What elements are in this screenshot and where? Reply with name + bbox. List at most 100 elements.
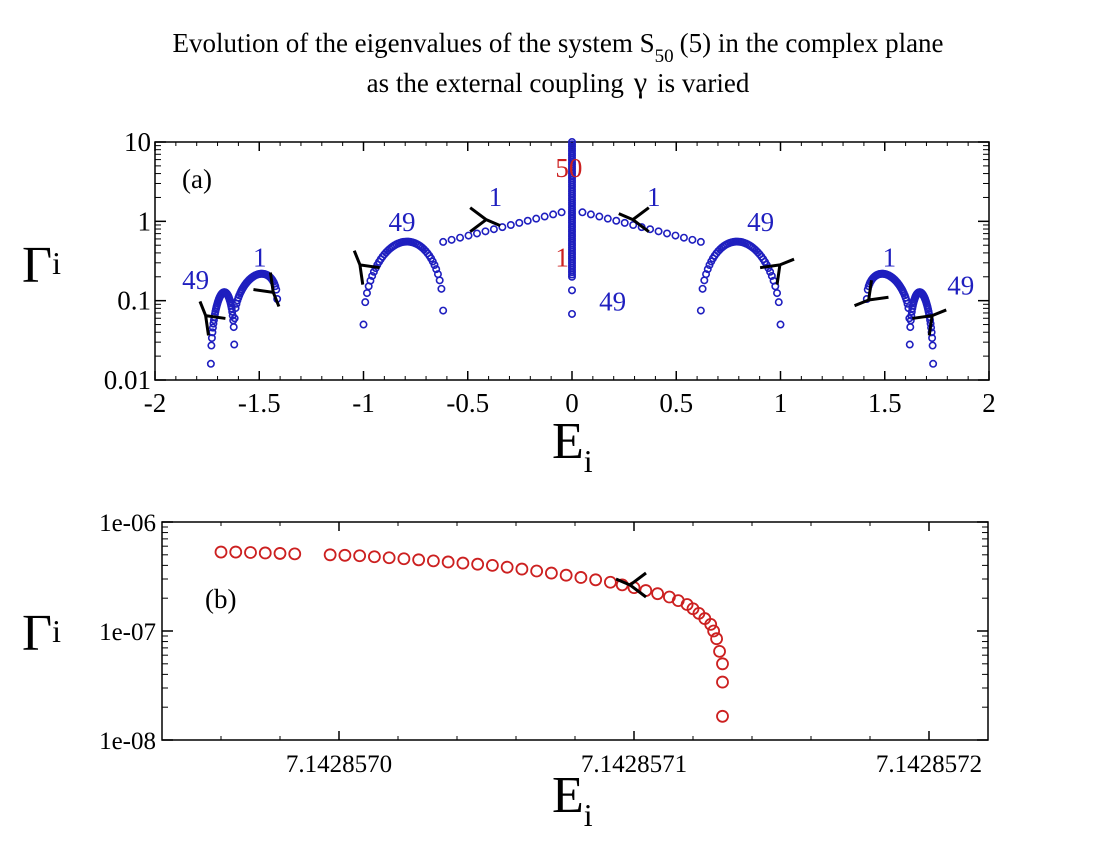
a-arrow-shape [853,280,889,308]
a-arrow-shape [469,206,501,233]
b-data-point [515,562,529,576]
a-data-point [430,261,439,270]
a-arrow-shape [618,206,650,233]
b-ytick-label: 1e-06 [99,510,156,537]
panel-a: -2 -1.5 -1 -0.5 0 0.5 1 1.5 2 0.01 0.1 1 10 49 1 49 1 50… [22,127,996,479]
a-annotation: 1 [883,242,897,272]
a-xtick-label: -0.5 [446,388,489,418]
chart-title-line1: Evolution of the eigenvalues of the syst… [172,28,943,67]
a-data-point [578,208,587,217]
a-annotation: 49 [947,270,974,300]
b-arrow [615,571,647,599]
a-data-point [366,276,375,285]
a-arrow-shape [352,250,380,285]
panel-a-label: (a) [182,164,212,194]
a-data-point [586,210,595,219]
b-data-point [353,549,367,563]
b-data-point [716,657,729,671]
a-data-point [702,270,711,279]
b-data-point [441,555,455,569]
a-data-point [231,304,240,313]
a-data-point [549,210,558,219]
a-data-point [776,320,785,329]
a-data-point [437,284,446,293]
b-data-point [338,548,352,562]
chart-title-line2: as the external coupling γ is varied [367,66,750,99]
b-data-point [589,573,603,587]
a-data-point [696,237,705,246]
a-data-point [361,298,370,307]
a-data-point [368,271,377,280]
b-data-point [707,624,721,638]
b-data-point [273,547,287,560]
a-xtick-label: 1 [774,388,788,418]
a-xtick-label: -2 [144,388,167,418]
a-data-point [557,208,566,217]
panel-b: 7.1428570 7.1428571 7.1428572 1e-08 1e-07 1e-… [22,510,989,833]
b-xtick-label: 7.1428570 [286,751,392,778]
b-data-point [214,545,228,559]
a-data-point [773,289,782,298]
a-data-point [928,334,937,343]
a-data-point [567,138,576,147]
a-arrow-shape [253,272,281,308]
a-data-point [612,216,621,225]
a-data-point [506,220,515,229]
b-data-point [288,547,302,561]
a-data-point [906,323,915,332]
a-data-point [472,229,481,238]
a-xtick-label: -1.5 [238,388,281,418]
a-data-point [671,231,680,240]
b-xtick-label: 7.1428572 [876,751,982,778]
a-arrow [253,272,281,308]
a-ytick-label: 0.1 [117,286,151,316]
a-xtick-label: 2 [982,388,996,418]
a-arrow [352,250,380,285]
a-data-point [439,306,448,315]
panel-a-ylabel: Γi [22,237,61,294]
a-data-point [523,216,532,225]
a-ytick-label: 1 [138,206,152,236]
a-data-point [603,214,612,223]
a-annotation: 1 [555,242,569,272]
b-data-point [651,587,664,601]
a-data-point [688,235,697,244]
a-data-point [906,316,915,325]
b-data-point [412,553,426,567]
a-xtick-label: 0 [565,388,579,418]
b-data-point [397,552,411,566]
b-ytick-label: 1e-08 [99,728,156,755]
a-data-point [696,306,705,315]
a-data-point [362,289,371,298]
a-data-point [447,235,456,244]
a-annotation: 49 [747,207,774,237]
a-data-point [698,284,707,293]
b-data-point [382,551,396,565]
a-xtick-label: 1.5 [868,388,902,418]
a-data-point [902,296,911,305]
a-data-point [359,320,368,329]
a-data-point [905,340,914,349]
a-data-point [703,265,712,274]
a-data-point [432,265,441,274]
a-data-point [532,214,541,223]
a-annotation: 1 [253,242,267,272]
a-annotation: 50 [555,153,582,183]
a-data-point [456,233,465,242]
a-data-point [206,359,215,368]
a-data-point [464,231,473,240]
a-data-point [435,276,444,285]
a-data-point [766,267,775,276]
b-data-point [500,560,514,574]
b-data-point [545,566,558,580]
a-data-point [230,314,239,323]
a-data-point [620,218,629,227]
a-data-point [679,233,688,242]
b-data-point [713,644,726,658]
a-arrow [759,257,795,285]
panel-b-xlabel: Ei [552,767,593,833]
a-ytick-label: 0.01 [104,365,151,395]
b-data-point [367,550,381,564]
a-data-point [230,340,239,349]
a-xtick-label: -1 [352,388,375,418]
